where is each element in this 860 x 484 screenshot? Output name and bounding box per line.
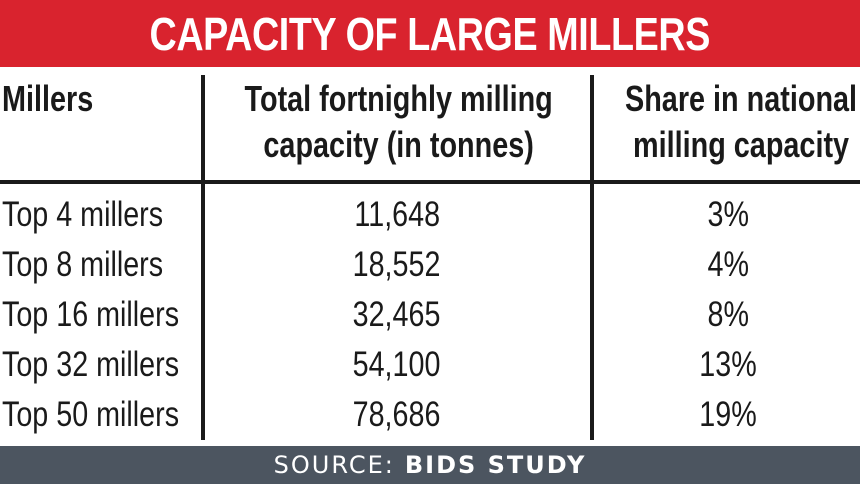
row-millers: Top 32 millers [2, 345, 180, 384]
table-row: Top 50 millers 78,686 19% [0, 390, 860, 440]
header-national-share-line-1: Share in national [625, 78, 858, 119]
source-footer: SOURCE: BIDS STUDY [0, 446, 860, 484]
row-millers: Top 16 millers [2, 295, 180, 334]
row-capacity: 32,465 [353, 295, 441, 334]
header-national-share-line-2: milling capacity [632, 124, 850, 165]
row-millers: Top 50 millers [2, 395, 180, 434]
row-millers: Top 4 millers [2, 195, 164, 234]
row-millers: Top 8 millers [2, 245, 164, 284]
table-row: Top 8 millers 18,552 4% [0, 240, 860, 290]
row-share: 13% [699, 345, 757, 384]
source-name: BIDS STUDY [404, 451, 587, 479]
row-share: 3% [707, 195, 749, 234]
source-prefix: SOURCE: [273, 451, 395, 479]
row-share: 19% [699, 395, 757, 434]
row-share: 8% [707, 295, 749, 334]
row-capacity: 18,552 [353, 245, 441, 284]
header-national-share: Share in national milling capacity [596, 76, 860, 178]
row-capacity: 78,686 [353, 395, 441, 434]
page-title: CAPACITY OF LARGE MILLERS [149, 7, 711, 60]
header-millers-label: Millers [2, 78, 94, 119]
row-capacity: 11,648 [354, 195, 440, 234]
row-capacity: 54,100 [353, 345, 441, 384]
header-total-capacity: Total fortnighly milling capacity (in to… [206, 76, 588, 178]
header-millers: Millers [2, 76, 198, 178]
table-row: Top 32 millers 54,100 13% [0, 340, 860, 390]
table-body: Top 4 millers 11,648 3% Top 8 millers 18… [0, 190, 860, 440]
title-bar: CAPACITY OF LARGE MILLERS [0, 0, 860, 67]
column-divider [201, 75, 205, 440]
table-row: Top 16 millers 32,465 8% [0, 290, 860, 340]
header-divider [0, 180, 860, 184]
header-total-capacity-line-1: Total fortnighly milling [244, 78, 553, 119]
column-divider [590, 75, 594, 440]
table-row: Top 4 millers 11,648 3% [0, 190, 860, 240]
header-total-capacity-line-2: capacity (in tonnes) [263, 124, 534, 165]
row-share: 4% [707, 245, 749, 284]
